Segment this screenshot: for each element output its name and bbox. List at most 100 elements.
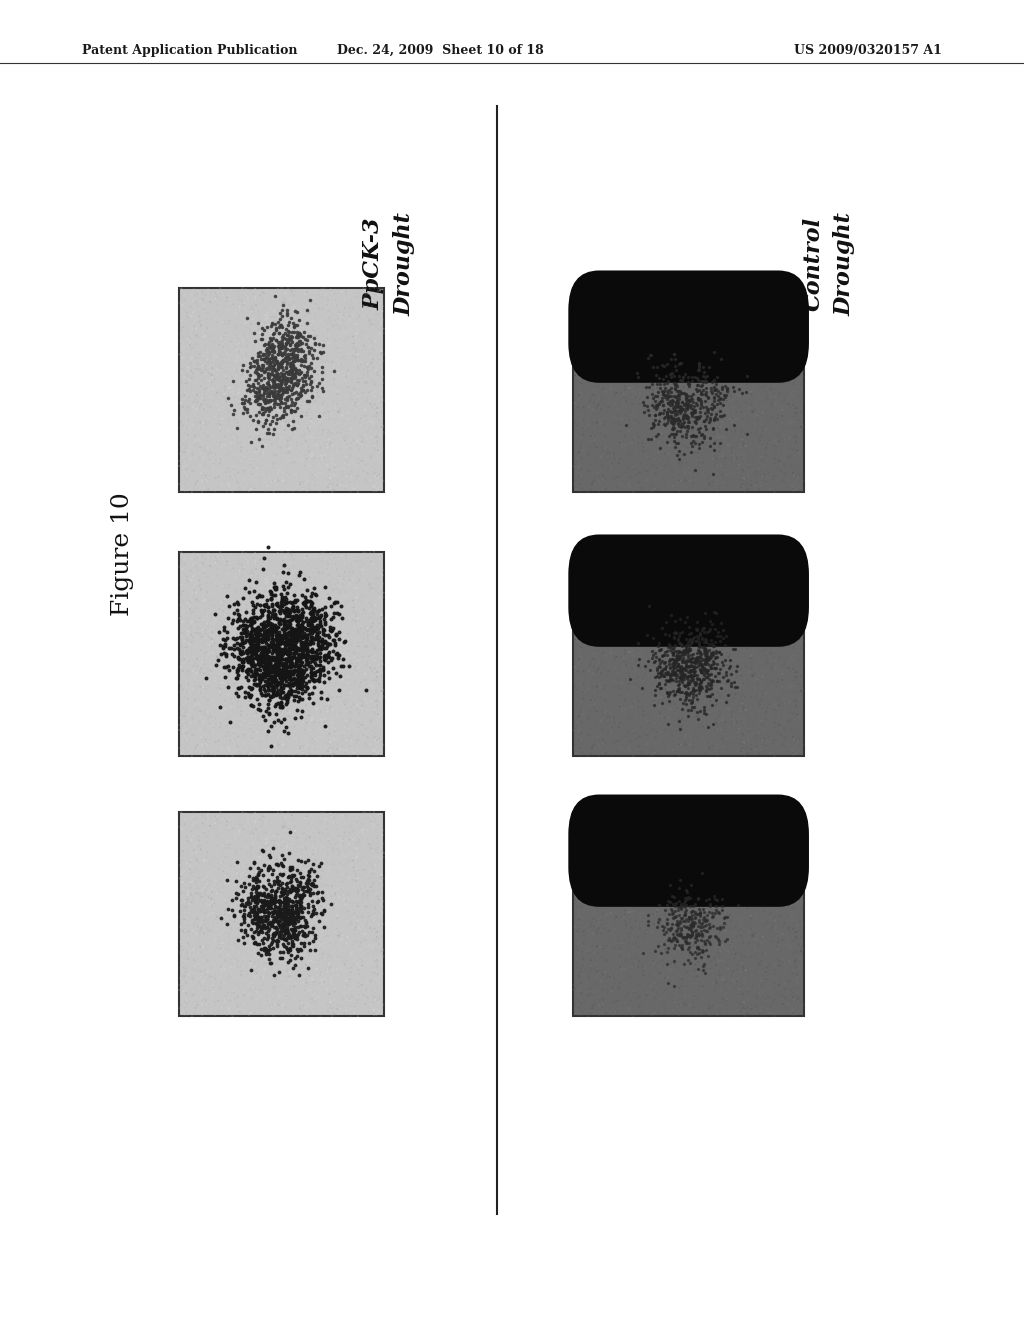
Point: [595, 469, 611, 490]
Point: [284, 898, 300, 919]
Point: [332, 308, 348, 329]
Point: [784, 277, 801, 298]
Point: [205, 968, 221, 989]
Point: [266, 636, 283, 657]
Point: [625, 721, 641, 742]
Point: [582, 803, 598, 824]
Point: [650, 952, 667, 973]
Point: [645, 389, 662, 411]
Point: [364, 921, 380, 942]
Point: [259, 480, 275, 502]
Point: [701, 444, 718, 465]
Point: [236, 593, 252, 614]
Point: [357, 957, 374, 978]
Point: [335, 632, 351, 653]
Point: [293, 599, 309, 620]
Point: [365, 701, 381, 722]
Point: [765, 632, 781, 653]
Point: [183, 574, 200, 595]
Point: [193, 436, 209, 457]
Point: [255, 657, 271, 678]
Point: [185, 676, 202, 697]
Point: [788, 364, 805, 385]
Point: [332, 405, 348, 426]
Point: [653, 385, 670, 407]
Point: [252, 935, 268, 956]
Point: [337, 396, 353, 417]
Point: [295, 622, 311, 643]
Point: [300, 355, 316, 376]
Point: [592, 972, 608, 993]
Point: [605, 892, 622, 913]
Point: [625, 333, 641, 354]
Point: [373, 284, 389, 305]
Point: [593, 407, 609, 428]
Point: [205, 975, 221, 997]
Point: [612, 327, 629, 348]
Point: [627, 717, 643, 738]
Point: [245, 298, 261, 319]
Point: [663, 829, 679, 850]
Point: [638, 458, 654, 479]
Point: [345, 331, 361, 352]
Point: [268, 900, 285, 921]
Point: [288, 648, 304, 669]
Point: [785, 341, 802, 362]
Point: [259, 656, 275, 677]
Point: [688, 425, 705, 446]
Point: [319, 813, 336, 834]
Point: [276, 634, 293, 655]
Point: [754, 974, 770, 995]
Point: [573, 995, 590, 1016]
Point: [369, 346, 385, 367]
Point: [643, 635, 659, 656]
Point: [218, 892, 234, 913]
Point: [742, 444, 759, 465]
Point: [711, 655, 727, 676]
Point: [569, 708, 586, 729]
Point: [594, 655, 610, 676]
Point: [621, 557, 637, 578]
Point: [776, 895, 793, 916]
Point: [663, 367, 679, 388]
Point: [251, 920, 267, 941]
Point: [680, 401, 696, 422]
Point: [565, 974, 582, 995]
Point: [784, 682, 801, 704]
Point: [216, 857, 232, 878]
Point: [689, 370, 706, 391]
Point: [670, 425, 686, 446]
Point: [234, 623, 251, 644]
Point: [213, 466, 229, 487]
Point: [283, 912, 299, 933]
Point: [205, 688, 221, 709]
Point: [243, 624, 259, 645]
Point: [200, 426, 216, 447]
Point: [710, 417, 726, 438]
Point: [270, 338, 287, 359]
Point: [286, 685, 302, 706]
Point: [701, 623, 718, 644]
Point: [686, 929, 702, 950]
Point: [632, 739, 648, 760]
Point: [331, 566, 347, 587]
Point: [755, 343, 771, 364]
Point: [282, 966, 298, 987]
Point: [604, 640, 621, 661]
Point: [351, 936, 368, 957]
Point: [693, 424, 710, 445]
Point: [582, 655, 598, 676]
Point: [677, 579, 693, 601]
Point: [249, 424, 265, 445]
Point: [237, 446, 253, 467]
Point: [335, 880, 351, 902]
Point: [664, 725, 680, 746]
Point: [725, 393, 741, 414]
Point: [358, 454, 375, 475]
Point: [327, 993, 343, 1014]
Point: [575, 300, 592, 321]
Point: [756, 590, 772, 611]
Point: [368, 663, 384, 684]
Point: [766, 1006, 782, 1027]
Point: [213, 383, 229, 404]
